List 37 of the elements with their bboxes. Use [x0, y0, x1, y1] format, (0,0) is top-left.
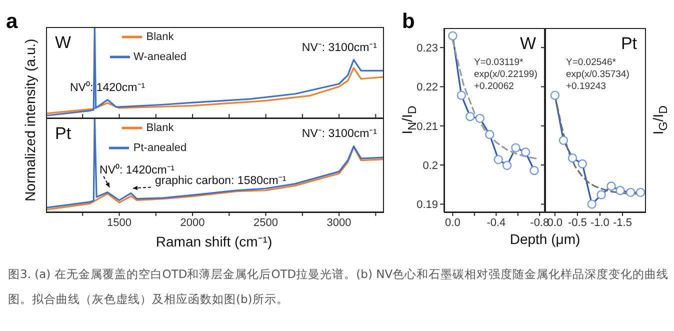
x-tick-label: -0.5 [568, 216, 587, 229]
x-axis-title: Raman shift (cm⁻¹) [156, 232, 272, 250]
x-tick-label: 2000 [180, 216, 205, 229]
y-tick-label: 0.19 [416, 199, 438, 212]
annotation: NV⁻: 3100cm⁻¹ [302, 128, 378, 140]
text: a [6, 10, 18, 33]
annotation: NV⁰: 1420cm⁻¹ [100, 163, 175, 176]
annotation: graphic carbon: 1580cm⁻¹ [154, 175, 286, 188]
x-tick-label: -0.4 [486, 216, 506, 229]
annotation: Y=0.02546* exp(x/0.35734) +0.19243 [566, 57, 630, 93]
chart-title: Pt [55, 124, 72, 144]
text: b [402, 10, 415, 33]
y-axis-title: Normalized intensity (a.u.) [22, 38, 38, 202]
chart-title: W [55, 33, 72, 53]
y-tick-label: 0.2 [422, 160, 438, 172]
caption: 图3. (a) 在无金属覆盖的空白OTD和薄层金属化后OTD拉曼光谱。(b) NV色心和石墨碳相对强度随金属化样品深度变化的曲线图。拟合曲线（灰色虚线）及相应函数如图(b)所示。 [8, 266, 670, 308]
x-tick-label: -0.8 [530, 216, 550, 229]
legend-label: W-anealed [134, 50, 186, 63]
y-tick-label: 0.21 [416, 120, 438, 133]
x-tick-label: 2500 [254, 216, 278, 229]
annotation: Y=0.03119* exp(x/0.22199) +0.20062 [474, 57, 538, 93]
x-tick-label: 1500 [107, 216, 132, 229]
legend-label: Blank [146, 30, 174, 43]
annotation: NV⁻: 3100cm⁻¹ [302, 42, 378, 54]
legend-label: Blank [146, 122, 174, 134]
y-tick-label: 0.23 [416, 42, 438, 54]
chart-title: Pt [620, 34, 637, 54]
x-tick-label: -1.5 [612, 216, 632, 229]
y-tick-label: 0.22 [416, 82, 438, 94]
x-tick-label: 3000 [326, 216, 352, 229]
x-axis-title: Depth (μm) [510, 231, 580, 247]
annotation: NV⁰: 1420cm⁻¹ [70, 80, 146, 94]
x-tick-label: 0.0 [547, 216, 563, 229]
x-tick-label: -1.0 [590, 216, 610, 229]
chart-title: W [520, 34, 536, 54]
x-tick-label: 0.0 [445, 216, 460, 229]
legend-label: Pt-anealed [133, 142, 187, 154]
